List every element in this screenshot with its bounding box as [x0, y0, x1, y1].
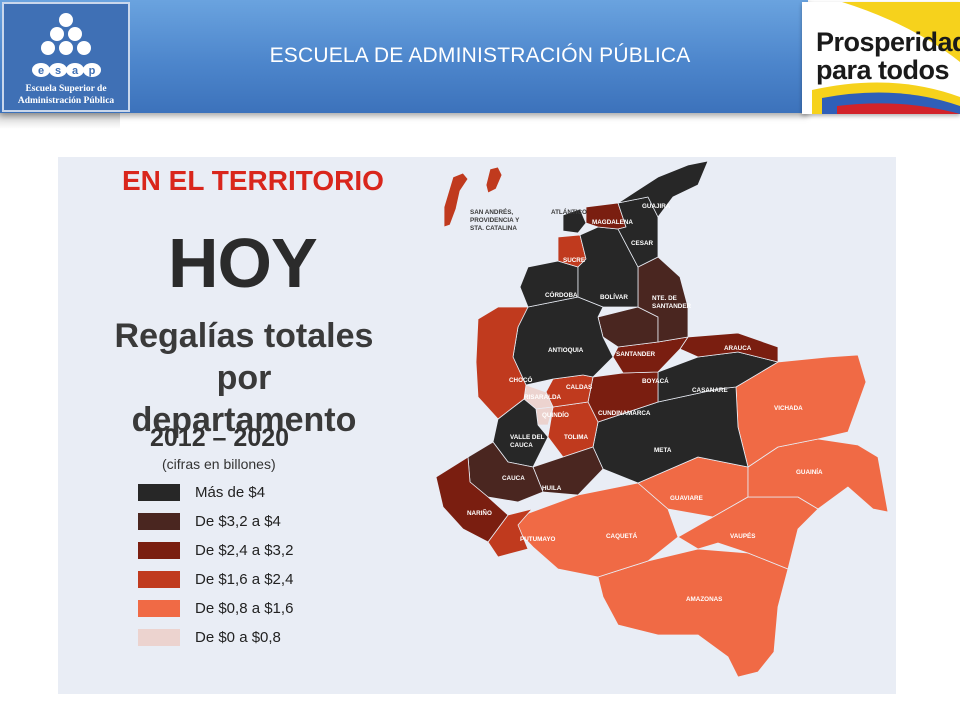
legend-swatch — [138, 600, 180, 617]
prosperidad-line2: para todos — [816, 55, 950, 85]
svg-text:p: p — [89, 65, 96, 77]
map-label-narino: NARIÑO — [467, 508, 492, 517]
map-label-antioquia: ANTIOQUIA — [548, 347, 584, 354]
map-label-cauca: CAUCA — [502, 475, 525, 482]
legend-label: De $3,2 a $4 — [195, 513, 281, 530]
map-label-norte-santander: NTE. DE SANTANDER — [652, 295, 692, 310]
map-label-cundinamarca: CUNDINAMARCA — [598, 410, 651, 417]
map-label-cordoba: CÓRDOBA — [545, 290, 578, 299]
period: 2012 – 2020 — [150, 424, 290, 452]
map-region-caqueta — [515, 482, 679, 578]
map-label-cesar: CESAR — [631, 240, 653, 247]
map-label-valle: VALLE DEL CAUCA — [510, 434, 546, 449]
colombia-map: SAN ANDRÉS, PROVIDENCIA Y STA. CATALINA … — [435, 160, 889, 678]
map-label-putumayo: PUTUMAYO — [520, 536, 556, 543]
map-label-magdalena: MAGDALENA — [592, 219, 633, 226]
map-label-meta: META — [654, 447, 672, 454]
legend-swatch — [138, 542, 180, 559]
subtitle-line2: departamento — [131, 401, 357, 439]
flag-swoosh-icon — [812, 2, 960, 114]
map-region-guajira — [617, 160, 709, 218]
map-region-antioquia — [512, 296, 614, 386]
prosperidad-logo: Prosperidad para todos — [802, 2, 960, 114]
legend-label: Más de $4 — [195, 484, 266, 501]
legend-swatch — [138, 571, 180, 588]
map-label-caqueta: CAQUETÁ — [606, 531, 638, 540]
map-label-amazonas: AMAZONAS — [686, 596, 722, 603]
map-label-choco: CHOCÓ — [509, 375, 533, 384]
map-label-tolima: TOLIMA — [564, 434, 588, 441]
map-region-norte-santander — [637, 256, 689, 343]
map-label-guaviare: GUAVIARE — [670, 495, 703, 502]
map-label-guainia: GUAINÍA — [796, 467, 823, 476]
legend-swatch — [138, 513, 180, 530]
map-label-caldas: CALDAS — [566, 384, 592, 391]
legend-item: De $1,6 a $2,4 — [138, 570, 378, 590]
map-label-bolivar: BOLÍVAR — [600, 292, 628, 301]
section-label: EN EL TERRITORIO — [122, 165, 384, 196]
legend-item: De $0 a $0,8 — [138, 628, 378, 648]
units-note: (cifras en billones) — [162, 456, 276, 472]
map-label-arauca: ARAUCA — [724, 345, 752, 352]
header-title: ESCUELA DE ADMINISTRACIÓN PÚBLICA — [269, 44, 691, 67]
subtitle-line1: Regalías totales por — [114, 317, 374, 397]
map-region-amazonas — [597, 548, 789, 678]
svg-text:s: s — [55, 65, 61, 77]
legend-swatch — [138, 629, 180, 646]
legend-label: De $0 a $0,8 — [195, 629, 281, 646]
map-labels: SAN ANDRÉS, PROVIDENCIA Y STA. CATALINA … — [467, 203, 823, 603]
map-label-boyaca: BOYACÁ — [642, 376, 669, 385]
map-region-san-andres — [443, 172, 469, 228]
legend-label: De $0,8 a $1,6 — [195, 600, 294, 617]
map-label-atlantico: ATLÁNTICO — [551, 207, 587, 216]
map-region-atlantico — [562, 208, 587, 234]
legend-label: De $1,6 a $2,4 — [195, 571, 294, 588]
map-label-vichada: VICHADA — [774, 405, 803, 412]
map-region-choco — [475, 306, 529, 420]
legend-swatch — [138, 484, 180, 501]
legend-label: De $2,4 a $3,2 — [195, 542, 294, 559]
headline: HOY — [168, 224, 318, 302]
legend-item: De $3,2 a $4 — [138, 512, 378, 532]
header-shadow — [0, 113, 120, 129]
map-label-casanare: CASANARE — [692, 387, 728, 394]
map-region-providencia — [485, 166, 503, 194]
legend-item: De $0,8 a $1,6 — [138, 599, 378, 619]
content-panel: EN EL TERRITORIO HOY Regalías totales po… — [58, 157, 896, 694]
map-region-santander — [597, 306, 659, 348]
map-label-guajira: GUAJIRA — [642, 203, 671, 210]
map-region-caldas — [545, 374, 594, 408]
svg-text:e: e — [38, 65, 44, 77]
svg-text:a: a — [72, 65, 79, 77]
map-label-santander: SANTANDER — [616, 351, 656, 358]
subtitle: Regalías totales por departamento — [84, 315, 404, 441]
legend-item: De $2,4 a $3,2 — [138, 541, 378, 561]
prosperidad-line1: Prosperidad — [816, 27, 960, 57]
map-region-arauca — [679, 332, 779, 363]
map-label-risaralda: RISARALDA — [524, 394, 562, 401]
map-label-quindio: QUINDÍO — [542, 410, 569, 419]
map-label-vaupes: VAUPÉS — [730, 531, 755, 540]
header-bar: ESCUELA DE ADMINISTRACIÓN PÚBLICA — [0, 0, 808, 113]
esap-logo-line2: Administración Pública — [17, 96, 115, 106]
esap-logo-line1: Escuela Superior de — [25, 84, 107, 94]
map-label-huila: HUILA — [542, 485, 562, 492]
legend-item: Más de $4 — [138, 483, 378, 503]
map-region-narino — [435, 456, 509, 543]
map-label-san-andres: SAN ANDRÉS, PROVIDENCIA Y STA. CATALINA — [470, 207, 521, 232]
map-label-sucre: SUCRE — [563, 257, 585, 264]
